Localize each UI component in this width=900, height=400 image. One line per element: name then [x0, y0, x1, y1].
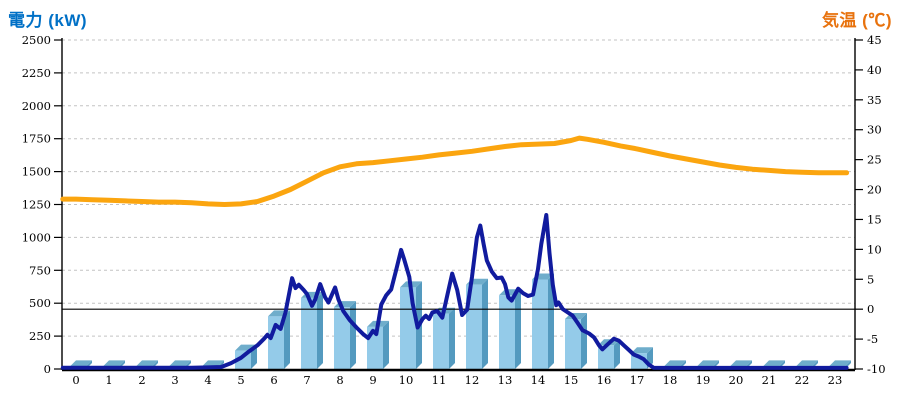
x-axis-labels: 0 1 2 3 4 5 6 7 8 9 10 11 12 13 14 15 16 17 18 19 20 21 22 23 — [72, 373, 842, 387]
bar-front-face — [466, 284, 482, 369]
left-tick-label: 250 — [29, 329, 51, 343]
bar-side-face — [548, 273, 554, 369]
x-tick-label-4: 4 — [204, 373, 211, 387]
right-tick-label: 15 — [867, 212, 882, 226]
left-axis-title: 電力 (kW) — [8, 11, 88, 30]
bar-front-face — [367, 326, 383, 369]
bar-side-face — [449, 307, 455, 369]
left-tick-label: 2000 — [22, 99, 51, 113]
bar-side-face — [581, 312, 587, 369]
bar-top-face — [730, 360, 752, 367]
bar-top-face — [169, 360, 191, 367]
bar-front-face — [532, 279, 548, 369]
bar-front-face — [499, 295, 515, 369]
left-tick-label: 500 — [29, 296, 51, 310]
bar-top-face — [202, 360, 224, 367]
bar-side-face — [383, 320, 389, 369]
bar-side-face — [515, 289, 521, 369]
left-tick-label: 1250 — [22, 198, 51, 212]
x-tick-label-7: 7 — [303, 373, 310, 387]
right-axis-ticks: -10 -5 0 5 10 15 20 25 30 35 40 45 — [855, 33, 886, 376]
bar-hour-9 — [367, 320, 389, 369]
left-tick-label: 750 — [29, 263, 51, 277]
right-tick-label: 35 — [867, 93, 882, 107]
bar-top-face — [796, 360, 818, 367]
power-line-group — [60, 213, 849, 370]
x-tick-label-18: 18 — [663, 373, 678, 387]
x-tick-label-6: 6 — [270, 373, 277, 387]
right-tick-label: 25 — [867, 153, 882, 167]
x-tick-label-20: 20 — [729, 373, 744, 387]
bar-top-face — [763, 360, 785, 367]
left-tick-label: 2500 — [22, 33, 51, 47]
power-line — [60, 213, 849, 370]
x-tick-label-17: 17 — [630, 373, 645, 387]
bar-top-face — [103, 360, 125, 367]
x-tick-label-23: 23 — [828, 373, 843, 387]
right-axis-title: 気温 (℃) — [821, 11, 892, 30]
left-tick-label: 1750 — [22, 132, 51, 146]
bar-side-face — [482, 278, 488, 369]
x-tick-label-0: 0 — [72, 373, 79, 387]
x-tick-label-16: 16 — [597, 373, 612, 387]
right-tick-label: 0 — [867, 302, 874, 316]
x-tick-label-11: 11 — [432, 373, 447, 387]
left-tick-label: 0 — [44, 362, 51, 376]
bar-side-face — [614, 339, 620, 369]
bar-side-face — [284, 310, 290, 369]
bar-hour-12 — [466, 278, 488, 369]
right-tick-label: 20 — [867, 183, 882, 197]
bar-front-face — [433, 313, 449, 369]
right-tick-label: 45 — [867, 33, 882, 47]
left-tick-label: 2250 — [22, 66, 51, 80]
right-tick-label: 10 — [867, 242, 882, 256]
x-tick-label-9: 9 — [369, 373, 376, 387]
gridlines — [62, 39, 855, 337]
x-tick-label-5: 5 — [237, 373, 244, 387]
bar-hour-15 — [565, 312, 587, 369]
bar-top-face — [136, 360, 158, 367]
x-tick-label-10: 10 — [399, 373, 414, 387]
x-tick-label-2: 2 — [138, 373, 145, 387]
bar-top-face — [697, 360, 719, 367]
temperature-line-group — [60, 135, 850, 207]
bar-front-face — [334, 307, 350, 369]
x-tick-label-19: 19 — [696, 373, 711, 387]
temperature-line — [60, 135, 850, 207]
x-tick-label-13: 13 — [498, 373, 513, 387]
left-tick-label: 1500 — [22, 165, 51, 179]
x-tick-label-8: 8 — [336, 373, 343, 387]
x-tick-label-14: 14 — [531, 373, 546, 387]
bar-front-face — [565, 318, 581, 369]
right-tick-label: 5 — [867, 272, 874, 286]
bar-hour-14 — [532, 273, 554, 369]
x-tick-label-22: 22 — [795, 373, 810, 387]
x-tick-label-12: 12 — [465, 373, 480, 387]
bar-top-face — [664, 360, 686, 367]
bar-top-face — [70, 360, 92, 367]
right-tick-label: 40 — [867, 63, 882, 77]
bar-hour-8 — [334, 301, 356, 369]
power-bars-series — [70, 273, 851, 369]
x-tick-label-21: 21 — [762, 373, 777, 387]
right-tick-label: -10 — [867, 362, 886, 376]
left-tick-label: 1000 — [22, 230, 51, 244]
bar-top-face — [829, 360, 851, 367]
bar-top-face — [631, 347, 653, 354]
right-tick-label: 30 — [867, 123, 882, 137]
x-tick-label-15: 15 — [564, 373, 579, 387]
x-tick-label-3: 3 — [171, 373, 178, 387]
bar-front-face — [301, 297, 317, 369]
left-axis-ticks: 0 250 500 750 1000 1250 1500 1750 2000 2250 2500 — [22, 33, 62, 376]
right-tick-label: -5 — [867, 332, 878, 346]
x-tick-label-1: 1 — [105, 373, 112, 387]
bar-side-face — [350, 301, 356, 369]
bar-side-face — [317, 291, 323, 369]
